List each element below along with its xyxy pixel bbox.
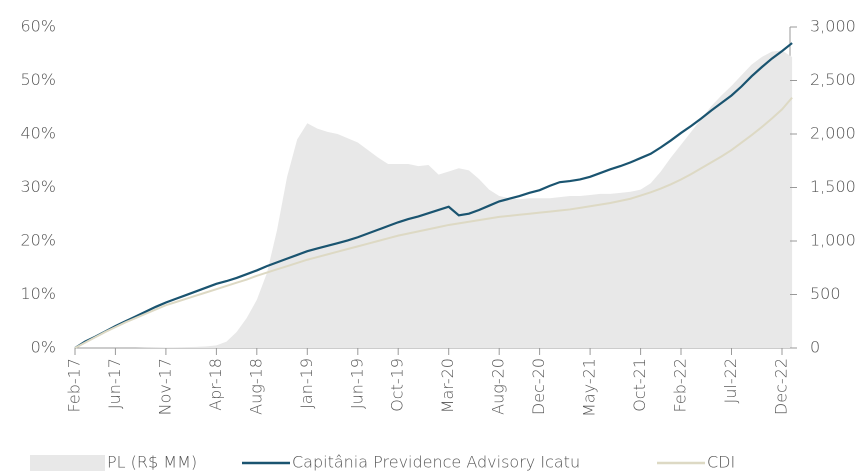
x-tick-label: May-21 bbox=[580, 358, 599, 417]
legend-label: PL (R$ MM) bbox=[107, 453, 197, 472]
line bbox=[74, 42, 793, 349]
y-tick-label: 60% bbox=[20, 17, 56, 36]
y2-tick-label: 3,000 bbox=[810, 17, 856, 36]
y-tick-label: 0% bbox=[31, 338, 56, 357]
x-tick-label: Apr-18 bbox=[206, 358, 225, 411]
y2-tick-label: 1,000 bbox=[810, 231, 856, 250]
y2-tick-label: 500 bbox=[810, 284, 841, 303]
y-tick-label: 50% bbox=[20, 70, 56, 89]
x-tick-label: Nov-17 bbox=[155, 358, 174, 415]
x-tick-label: Jul-22 bbox=[721, 358, 740, 403]
x-tick-label: Jun-19 bbox=[347, 358, 366, 409]
x-tick-label: Feb-22 bbox=[671, 358, 690, 412]
y2-tick-label: 2,500 bbox=[810, 70, 856, 89]
line bbox=[74, 96, 793, 349]
y2-tick-label: 1,500 bbox=[810, 177, 856, 196]
legend-label: CDI bbox=[707, 453, 735, 472]
x-tick-label: Jun-17 bbox=[105, 358, 124, 409]
area bbox=[75, 50, 793, 348]
y-tick-label: 20% bbox=[20, 231, 56, 250]
legend-label: Capitânia Previdence Advisory Icatu bbox=[292, 453, 580, 472]
y2-tick-label: 2,000 bbox=[810, 124, 856, 143]
y-tick-label: 10% bbox=[20, 284, 56, 303]
x-tick-label: Mar-20 bbox=[438, 358, 457, 413]
legend-swatch bbox=[30, 455, 105, 471]
x-tick-label: Oct-19 bbox=[388, 358, 407, 412]
x-tick-label: Dec-22 bbox=[772, 358, 791, 415]
x-tick-label: Aug-18 bbox=[246, 358, 265, 415]
x-tick-label: Oct-21 bbox=[630, 358, 649, 412]
y-tick-label: 40% bbox=[20, 124, 56, 143]
y2-tick-label: 0 bbox=[810, 338, 820, 357]
y-tick-label: 30% bbox=[20, 177, 56, 196]
x-tick-label: Aug-20 bbox=[489, 358, 508, 415]
x-tick-label: Dec-20 bbox=[529, 358, 548, 415]
x-tick-label: Feb-17 bbox=[65, 358, 84, 412]
x-tick-label: Jan-19 bbox=[297, 358, 316, 409]
